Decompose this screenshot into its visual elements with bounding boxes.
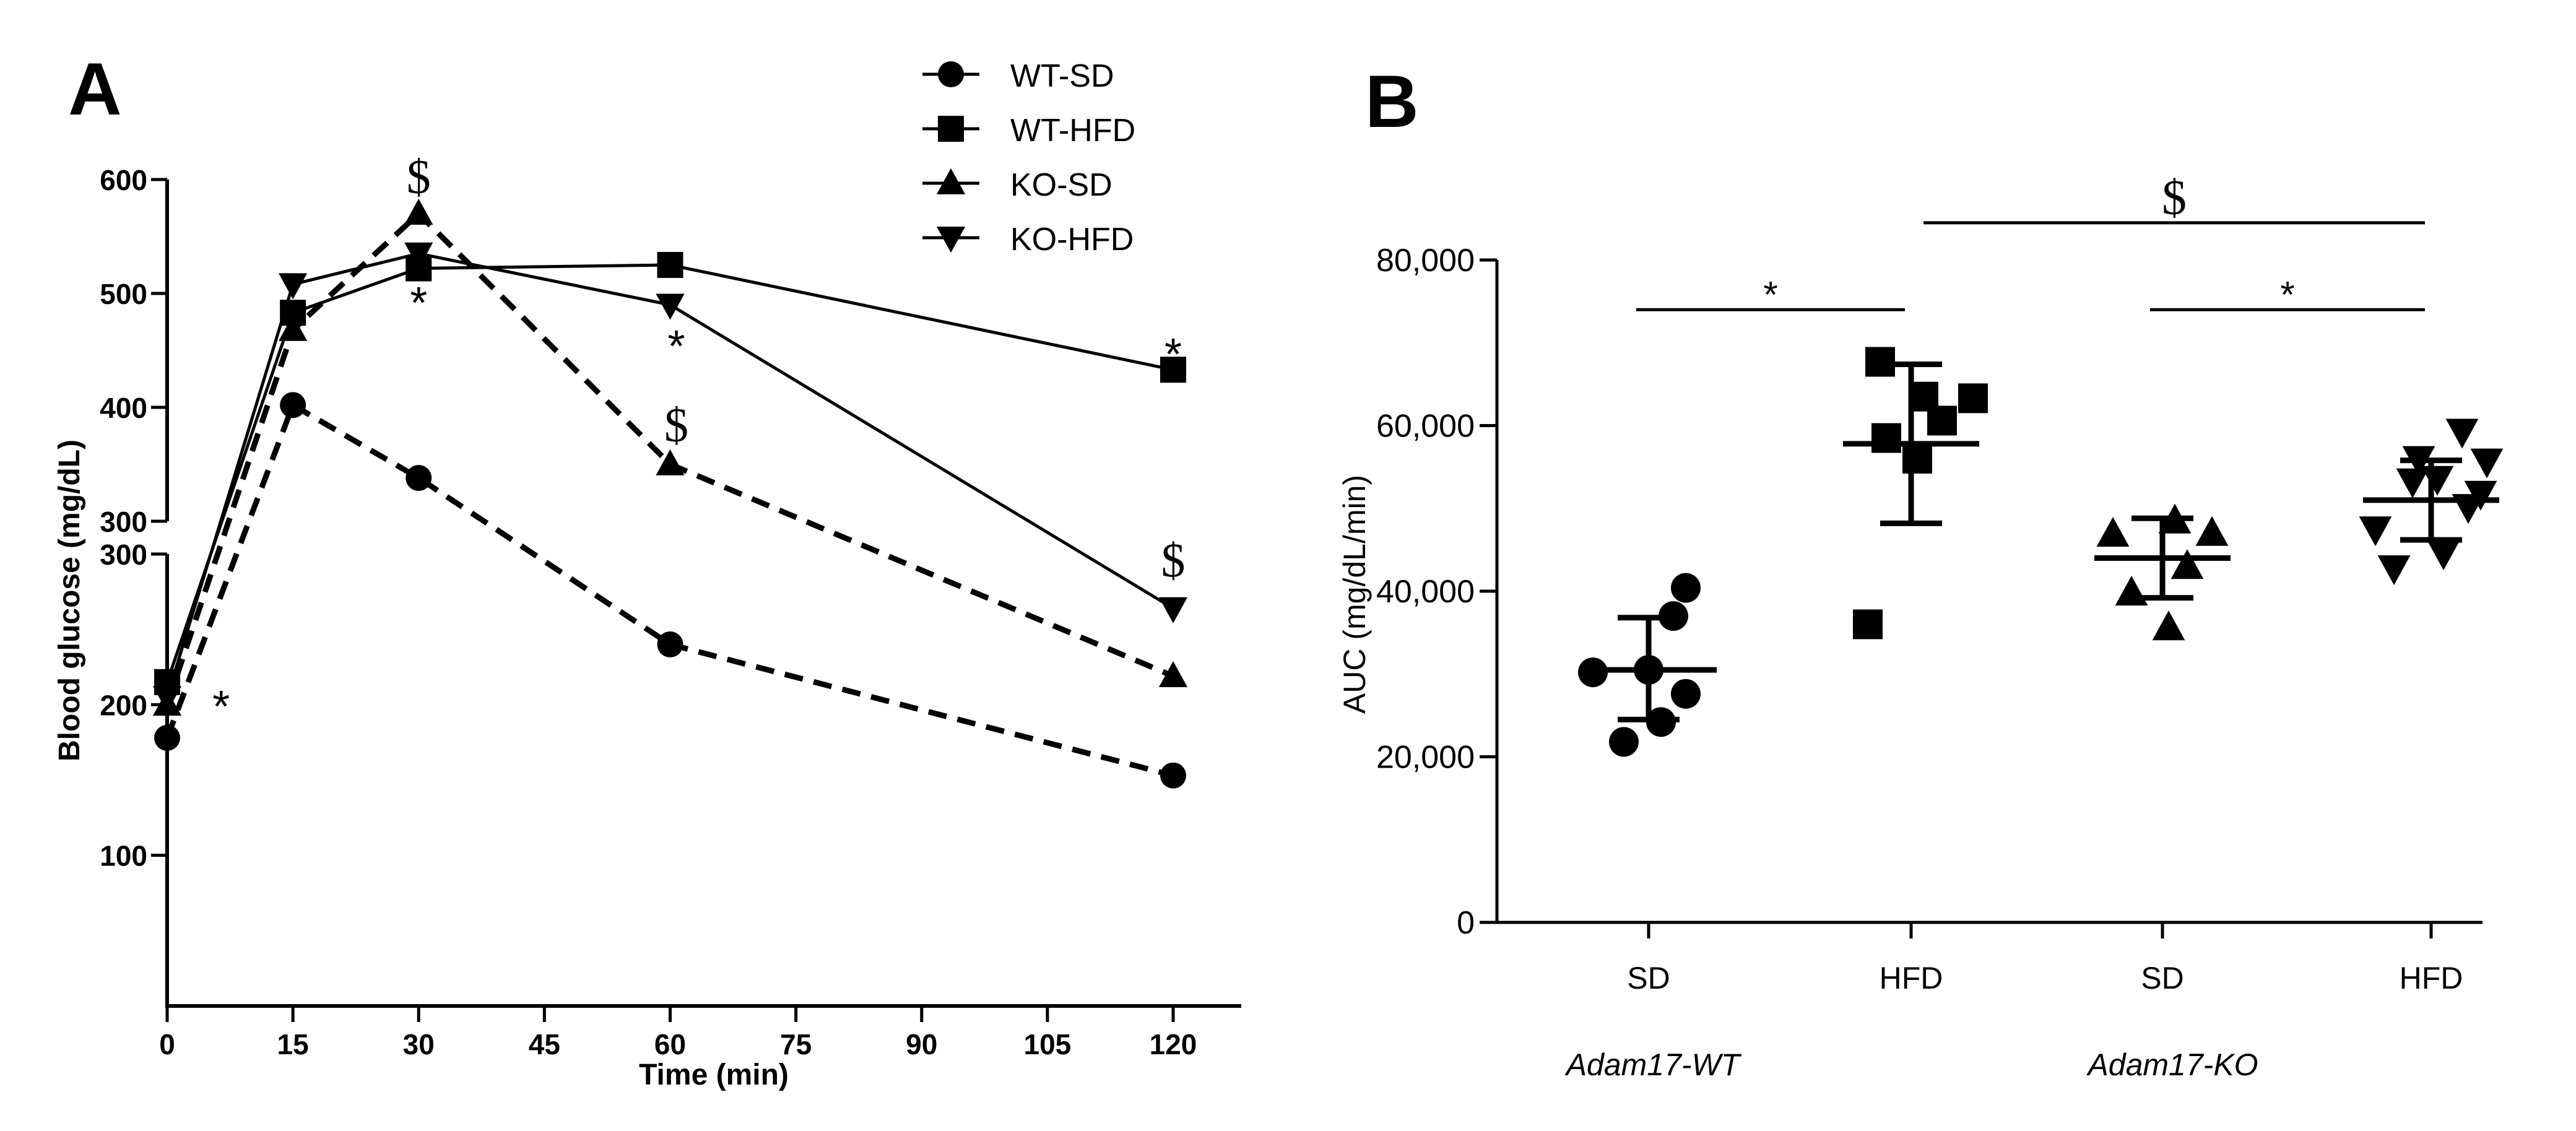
data-point-triangle-up	[2096, 517, 2130, 547]
data-point-triangle-down	[2396, 468, 2429, 498]
legend-marker-ko-sd	[936, 168, 966, 194]
panel-b-axes: 0 20,000 40,000 60,000 80,000 SD HFD SD HFD	[1376, 243, 2483, 995]
panel-a-label: A	[68, 48, 122, 131]
panel-b-label: B	[1365, 60, 1419, 143]
legend-marker-wt-sd	[938, 61, 964, 87]
data-point-triangle-down	[2464, 480, 2497, 511]
panel-b-group-label-ko: Adam17-KO	[2086, 1047, 2258, 1082]
panel-a: A 300 400 500 600 100 200 300 0 15 30 45 60 75 90 105 1…	[53, 48, 1241, 1091]
y-tick-label: 500	[100, 278, 147, 310]
data-point-triangle-up	[2195, 516, 2229, 546]
data-point-triangle-up	[2115, 576, 2148, 606]
x-tick-label: 75	[780, 1028, 812, 1060]
panel-b-mean-sd-bars	[1581, 362, 2499, 722]
x-tick-label: HFD	[1880, 961, 1943, 995]
data-point-triangle-down	[2377, 555, 2411, 586]
panel-a-x-axis-title: Time (min)	[639, 1059, 789, 1091]
panel-b-group-label-wt: Adam17-WT	[1564, 1047, 1742, 1082]
y-tick-label: 100	[100, 840, 147, 872]
data-point-wt-hfd	[1160, 357, 1186, 383]
data-point-circle	[1671, 573, 1701, 603]
legend-marker-wt-hfd	[938, 116, 964, 142]
data-point-triangle-down	[2421, 466, 2454, 496]
panel-b-comparisons: * * $	[1636, 171, 2425, 315]
x-tick-label: 60	[654, 1028, 686, 1060]
data-point-triangle-down	[2427, 540, 2460, 571]
significance-asterisk: *	[212, 682, 230, 732]
significance-asterisk: *	[2280, 274, 2294, 315]
data-point-square	[1871, 423, 1901, 453]
significance-asterisk: *	[667, 322, 685, 371]
panel-a-y-axis-title: Blood glucose (mg/dL)	[53, 440, 86, 761]
data-point-square	[1958, 383, 1988, 414]
data-point-triangle-up	[2152, 610, 2185, 641]
data-point-ko-sd	[1158, 661, 1188, 687]
data-point-wt-sd	[657, 631, 683, 657]
data-point-square	[1902, 444, 1932, 474]
y-tick-label: 20,000	[1376, 740, 1475, 776]
x-tick-label: 0	[159, 1028, 175, 1060]
legend-label-ko-sd: KO-SD	[1010, 167, 1112, 203]
y-tick-label: 40,000	[1376, 574, 1475, 610]
y-tick-label: 80,000	[1376, 243, 1475, 279]
data-point-triangle-down	[2359, 516, 2392, 547]
panel-a-annotations: * * * * $ $ $	[212, 150, 1185, 732]
data-point-circle	[1671, 678, 1701, 709]
series-line-ko-hfd	[165, 252, 1174, 698]
data-point-wt-sd	[1160, 762, 1186, 789]
panel-b-y-axis-title: AUC (mg/dL/min)	[1337, 475, 1372, 714]
y-tick-label: 0	[1457, 905, 1475, 941]
data-point-ko-hfd	[404, 242, 433, 269]
significance-asterisk: *	[410, 279, 427, 328]
significance-dollar: $	[2162, 171, 2187, 225]
panel-a-axes: 300 400 500 600 100 200 300 0 15 30 45 60 75 90 105 120	[100, 164, 1241, 1060]
x-tick-label: SD	[1627, 961, 1670, 995]
panel-a-legend: WT-SD WT-HFD KO-SD KO-HFD	[922, 58, 1135, 258]
data-point-triangle-down	[2470, 448, 2504, 479]
legend-label-wt-hfd: WT-HFD	[1010, 113, 1135, 149]
significance-dollar: $	[664, 398, 688, 452]
y-tick-label: 300	[100, 506, 147, 538]
data-point-ko-sd	[404, 199, 433, 225]
data-point-ko-sd	[279, 314, 308, 341]
legend-label-ko-hfd: KO-HFD	[1010, 222, 1134, 258]
y-tick-label: 600	[100, 164, 147, 196]
significance-asterisk: *	[1164, 330, 1182, 379]
x-tick-label: 105	[1024, 1028, 1072, 1060]
data-point-wt-sd	[405, 465, 432, 492]
legend-marker-ko-hfd	[936, 227, 966, 253]
legend-label-wt-sd: WT-SD	[1010, 58, 1114, 94]
y-tick-label: 60,000	[1376, 409, 1475, 444]
panel-a-markers	[152, 199, 1188, 789]
x-tick-label: 45	[529, 1028, 560, 1060]
data-point-ko-sd	[656, 449, 685, 475]
data-point-triangle-down	[2445, 418, 2479, 449]
data-point-circle	[1609, 727, 1639, 757]
x-tick-label: 15	[277, 1028, 309, 1060]
x-tick-label: 90	[906, 1028, 937, 1060]
panel-b-points	[1578, 347, 2504, 757]
y-tick-label: 200	[100, 689, 147, 721]
data-point-ko-hfd	[1158, 597, 1188, 623]
data-point-ko-hfd	[279, 273, 308, 300]
data-point-ko-hfd	[656, 293, 685, 320]
data-point-wt-hfd	[657, 252, 683, 278]
significance-dollar: $	[407, 150, 431, 204]
x-tick-label: SD	[2141, 961, 2184, 995]
x-tick-label: HFD	[2400, 961, 2463, 995]
x-tick-label: 30	[403, 1028, 435, 1060]
significance-asterisk: *	[1763, 274, 1777, 315]
data-point-wt-sd	[280, 392, 306, 418]
data-point-triangle-up	[2171, 549, 2204, 579]
y-tick-label: 400	[100, 392, 147, 424]
data-point-square	[1853, 609, 1883, 639]
data-point-ko-hfd	[152, 686, 182, 713]
data-point-wt-sd	[154, 724, 180, 751]
y-tick-label: 300	[100, 539, 147, 571]
x-tick-label: 120	[1150, 1028, 1197, 1060]
significance-dollar: $	[1161, 534, 1186, 587]
